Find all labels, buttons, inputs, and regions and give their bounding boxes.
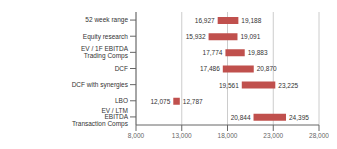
svg-text:23,225: 23,225 xyxy=(278,82,298,89)
svg-text:LBO: LBO xyxy=(115,97,128,104)
svg-text:8,000: 8,000 xyxy=(128,132,145,139)
svg-text:52 week range: 52 week range xyxy=(85,16,128,24)
svg-text:13,000: 13,000 xyxy=(172,132,192,139)
svg-text:20,844: 20,844 xyxy=(231,114,251,121)
svg-text:17,774: 17,774 xyxy=(203,49,223,56)
svg-text:DCF: DCF xyxy=(115,65,128,72)
svg-text:19,883: 19,883 xyxy=(248,49,268,56)
svg-text:Equity research: Equity research xyxy=(83,33,129,41)
svg-text:19,188: 19,188 xyxy=(241,17,261,24)
svg-text:EV / LTMEBITDATransaction Comp: EV / LTMEBITDATransaction Comps xyxy=(72,107,129,128)
svg-text:DCF with synergies: DCF with synergies xyxy=(72,81,129,89)
svg-text:19,091: 19,091 xyxy=(240,33,260,40)
svg-text:16,927: 16,927 xyxy=(195,17,215,24)
svg-text:23,000: 23,000 xyxy=(263,132,283,139)
svg-text:12,787: 12,787 xyxy=(183,98,203,105)
svg-text:12,075: 12,075 xyxy=(150,98,170,105)
svg-text:EV / 1F EBITDATrading Comps: EV / 1F EBITDATrading Comps xyxy=(81,45,129,60)
svg-text:18,000: 18,000 xyxy=(218,132,238,139)
svg-text:20,870: 20,870 xyxy=(257,65,277,72)
svg-text:15,932: 15,932 xyxy=(186,33,206,40)
svg-text:19,561: 19,561 xyxy=(219,82,239,89)
svg-text:28,000: 28,000 xyxy=(309,132,329,139)
svg-text:24,395: 24,395 xyxy=(289,114,309,121)
svg-text:17,486: 17,486 xyxy=(200,65,220,72)
